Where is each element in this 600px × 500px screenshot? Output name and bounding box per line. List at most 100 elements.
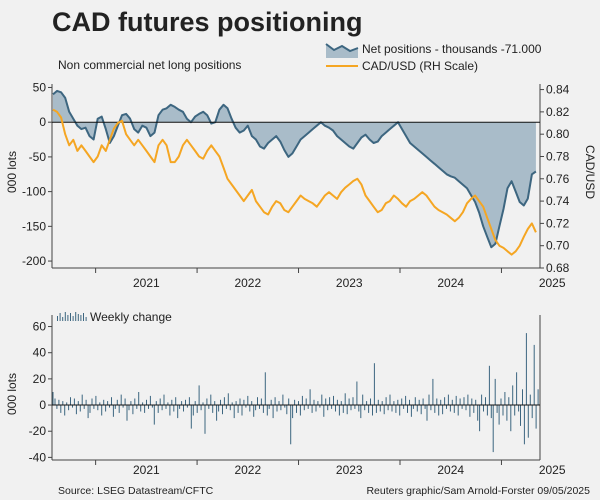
weekly-change-bar: [266, 405, 268, 416]
weekly-change-bar: [81, 394, 83, 406]
weekly-change-bar: [278, 401, 280, 405]
weekly-change-bar: [354, 405, 356, 409]
weekly-change-bar: [346, 405, 348, 415]
weekly-change-bar: [463, 397, 465, 406]
weekly-change-bar: [391, 405, 393, 412]
top-right-tick-label: 0.78: [546, 149, 570, 163]
weekly-change-bar: [338, 405, 340, 416]
weekly-change-bar: [311, 405, 313, 413]
weekly-change-bar: [142, 402, 144, 405]
weekly-change-bar: [223, 397, 225, 406]
bottom-left-tick-label: 20: [33, 372, 47, 386]
weekly-change-bar: [395, 405, 397, 413]
legend-swatch-net-positions: [326, 44, 358, 58]
top-legend: Net positions - thousands -71.000 CAD/US…: [325, 42, 542, 73]
weekly-change-bar: [169, 405, 171, 416]
weekly-change-bar: [301, 395, 303, 406]
top-left-tick-label: 0: [39, 115, 46, 129]
weekly-change-bar: [412, 405, 414, 409]
weekly-change-bar: [294, 399, 296, 405]
weekly-change-bar: [315, 405, 317, 412]
net-positions-area: [53, 90, 536, 248]
weekly-change-bar: [99, 402, 101, 405]
weekly-change-bar: [375, 405, 377, 413]
weekly-change-bar: [73, 398, 75, 405]
weekly-change-bar: [446, 405, 447, 409]
weekly-change-bar: [424, 405, 426, 409]
weekly-change-bar: [432, 378, 434, 406]
weekly-change-bar: [120, 394, 122, 406]
weekly-change-bar: [161, 405, 163, 411]
weekly-change-bar: [200, 405, 202, 411]
weekly-change-bar: [151, 405, 153, 408]
weekly-change-bar: [122, 405, 124, 408]
weekly-change-bar: [144, 405, 146, 413]
weekly-change-bar: [183, 405, 184, 412]
weekly-change-bar: [62, 401, 64, 405]
weekly-change-bar: [333, 395, 334, 406]
weekly-change-bar: [220, 399, 221, 405]
weekly-change-bar: [109, 405, 110, 408]
weekly-change-bar: [383, 405, 385, 415]
weekly-change-bar: [451, 399, 453, 405]
chart-title: CAD futures positioning: [52, 7, 362, 37]
weekly-change-bar: [77, 401, 79, 405]
weekly-change-bar: [181, 401, 183, 405]
weekly-change-bar: [107, 401, 109, 405]
weekly-change-bar: [457, 405, 459, 416]
weekly-change-bar: [362, 394, 364, 406]
weekly-change-bar: [336, 399, 338, 405]
weekly-change-bar: [225, 405, 227, 409]
weekly-change-bar: [385, 397, 387, 406]
weekly-change-bar: [500, 398, 502, 405]
weekly-change-bar: [140, 405, 142, 412]
weekly-change-bar: [405, 395, 407, 406]
legend-swatch-bar: [62, 317, 64, 321]
bottom-x-tick-label: 2023: [336, 463, 363, 477]
weekly-change-bar: [114, 405, 116, 409]
top-left-axis: 50 0 -50 -100 -150 -200: [22, 80, 52, 268]
weekly-change-bar: [393, 401, 395, 405]
weekly-change-bar: [514, 405, 516, 416]
weekly-change-bar: [159, 398, 161, 405]
weekly-change-bar: [87, 405, 89, 419]
top-left-tick-label: -150: [22, 219, 46, 233]
weekly-change-bar: [356, 381, 358, 406]
weekly-change-bar: [368, 405, 370, 413]
weekly-change-bar: [475, 399, 477, 405]
weekly-change-bar: [377, 399, 379, 405]
weekly-change-bar: [296, 405, 297, 413]
weekly-change-bar: [467, 394, 469, 406]
weekly-change-bar: [525, 333, 527, 406]
weekly-change-bar: [153, 405, 155, 425]
cad-usd-line: [52, 108, 537, 256]
weekly-change-bar: [342, 405, 344, 413]
weekly-change-bar: [535, 405, 537, 429]
weekly-change-bar: [389, 394, 391, 406]
weekly-change-bar: [327, 405, 329, 411]
credit-note: Reuters graphic/Sam Arnold-Forster 09/05…: [366, 485, 590, 497]
legend-label-net-positions: Net positions - thousands -71.000: [362, 42, 542, 56]
weekly-change-bar: [235, 401, 237, 405]
weekly-change-bar: [447, 394, 449, 406]
weekly-change-bar: [54, 398, 56, 405]
weekly-change-bar: [216, 405, 218, 421]
weekly-change-bar: [496, 405, 498, 413]
weekly-change-bar: [461, 405, 463, 409]
bottom-x-tick-label: 2025: [539, 463, 566, 477]
weekly-change-bar: [370, 398, 371, 405]
bottom-left-tick-label: -40: [29, 450, 47, 464]
weekly-change-bar: [196, 405, 198, 413]
weekly-change-bar: [68, 405, 70, 411]
top-x-axis: 2021 2022 2023 2024 2025: [95, 268, 566, 290]
weekly-change-bar: [247, 395, 249, 406]
weekly-change-bar: [418, 399, 420, 405]
weekly-change-bar: [282, 394, 284, 406]
weekly-change-bar: [422, 398, 424, 405]
legend-swatch-net-positions-line: [325, 43, 359, 53]
weekly-change-bar: [403, 405, 405, 409]
weekly-change-bar: [72, 405, 73, 408]
weekly-change-bar: [186, 405, 188, 408]
weekly-change-bar: [243, 399, 245, 405]
